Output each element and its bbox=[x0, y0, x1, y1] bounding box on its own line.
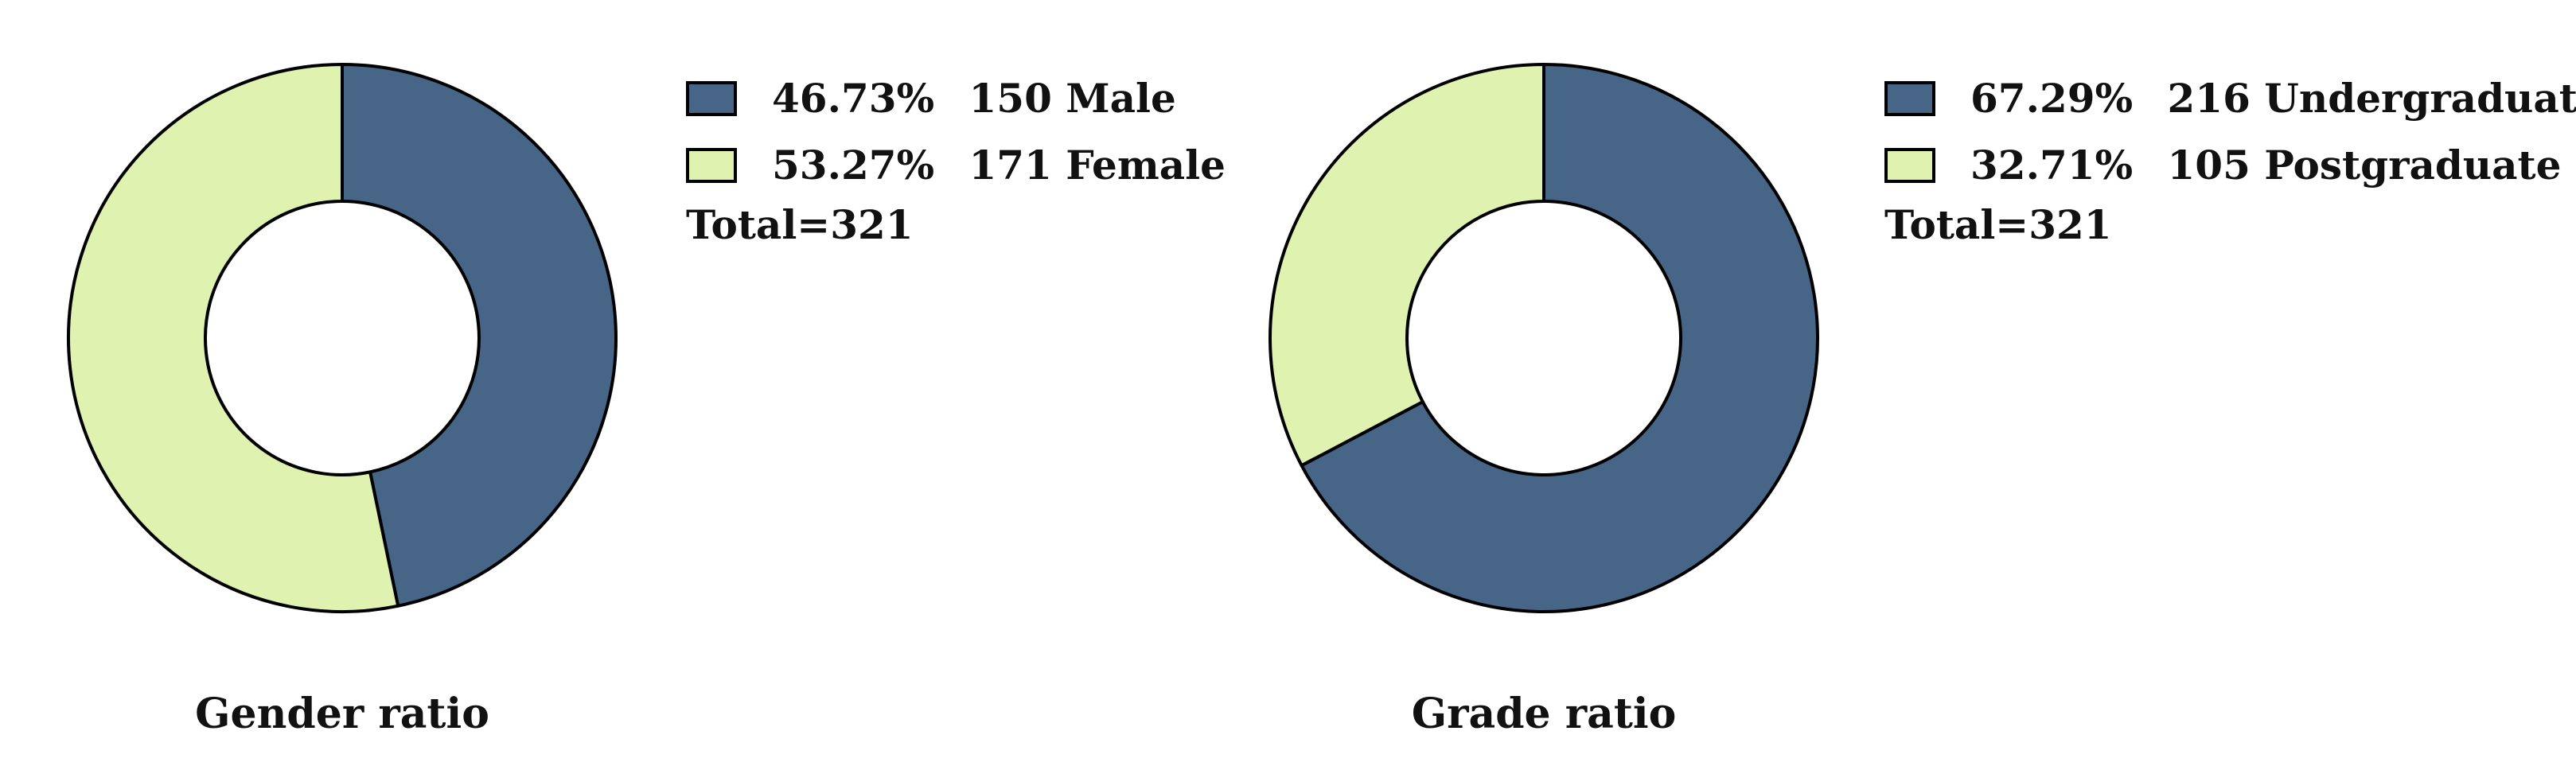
legend-text-postgraduate: 32.71% 105 Postgraduate bbox=[1970, 146, 2561, 185]
total-label: Total=321 bbox=[1884, 201, 2112, 248]
legend-count: 105 bbox=[2167, 142, 2251, 189]
legend-label: Postgraduate bbox=[2264, 142, 2562, 189]
total-label: Total=321 bbox=[686, 201, 914, 248]
legend-percent: 32.71% bbox=[1970, 142, 2134, 189]
gender-legend: 46.73% 150 Male 53.27% 171 Female Total=… bbox=[686, 65, 1226, 245]
donut-slice-undergraduate bbox=[1300, 63, 1819, 613]
donut-slice-male bbox=[341, 63, 618, 608]
legend-item-undergraduate: 67.29% 216 Undergraduate bbox=[1884, 65, 2576, 132]
legend-percent: 67.29% bbox=[1970, 75, 2134, 122]
chart-title: Grade ratio bbox=[1411, 690, 1677, 738]
legend-item-postgraduate: 32.71% 105 Postgraduate bbox=[1884, 132, 2576, 199]
legend-percent: 53.27% bbox=[772, 142, 935, 189]
gender-ratio-chart: 46.73% 150 Male 53.27% 171 Female Total=… bbox=[0, 0, 1233, 762]
legend-item-male: 46.73% 150 Male bbox=[686, 65, 1226, 132]
legend-swatch-postgraduate bbox=[1884, 148, 1935, 183]
donut-slice-female bbox=[67, 63, 400, 613]
legend-count: 150 bbox=[968, 75, 1052, 122]
grade-donut-chart bbox=[1269, 63, 1819, 613]
grade-ratio-chart: 67.29% 216 Undergraduate 32.71% 105 Post… bbox=[1202, 0, 2576, 762]
donut-slice-postgraduate bbox=[1269, 63, 1545, 468]
legend-label: Male bbox=[1066, 75, 1176, 122]
legend-text-male: 46.73% 150 Male bbox=[772, 79, 1176, 119]
legend-count: 171 bbox=[968, 142, 1052, 189]
legend-percent: 46.73% bbox=[772, 75, 935, 122]
legend-label: Undergraduate bbox=[2264, 75, 2576, 122]
grade-legend: 67.29% 216 Undergraduate 32.71% 105 Post… bbox=[1884, 65, 2576, 245]
legend-swatch-male bbox=[686, 81, 737, 116]
legend-item-female: 53.27% 171 Female bbox=[686, 132, 1226, 199]
legend-swatch-female bbox=[686, 148, 737, 183]
gender-donut-chart bbox=[67, 63, 618, 613]
legend-swatch-undergraduate bbox=[1884, 81, 1935, 116]
legend-text-female: 53.27% 171 Female bbox=[772, 146, 1226, 185]
legend-count: 216 bbox=[2167, 75, 2251, 122]
legend-label: Female bbox=[1066, 142, 1226, 189]
legend-text-undergraduate: 67.29% 216 Undergraduate bbox=[1970, 79, 2576, 119]
chart-title: Gender ratio bbox=[195, 690, 489, 738]
